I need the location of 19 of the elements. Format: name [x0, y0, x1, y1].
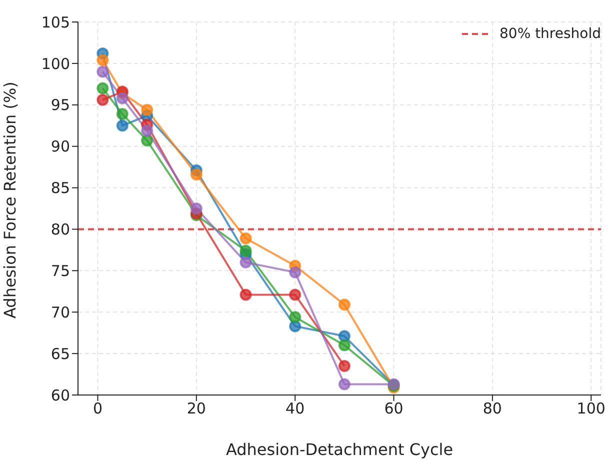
y-axis-title: Adhesion Force Retention (%) — [0, 82, 20, 318]
x-tick-label: 80 — [482, 400, 502, 418]
y-tick-label: 80 — [50, 220, 70, 239]
x-tick-label: 20 — [186, 400, 206, 418]
y-tick-label: 65 — [50, 344, 70, 363]
x-tick-label: 0 — [92, 400, 103, 418]
y-tick-label: 100 — [41, 54, 70, 73]
x-tick-label: 100 — [576, 400, 606, 418]
y-tick-label: 60 — [50, 386, 70, 404]
y-tick-label: 90 — [50, 138, 70, 156]
y-tick-label: 85 — [50, 179, 70, 198]
y-tick-label: 95 — [50, 96, 70, 114]
y-tick-label: 75 — [50, 262, 70, 280]
legend-label: 80% threshold — [500, 26, 601, 42]
x-axis-title: Adhesion-Detachment Cycle — [226, 440, 454, 459]
x-tick-label: 40 — [286, 400, 305, 418]
y-tick-label: 70 — [50, 303, 70, 322]
x-tick-label: 60 — [384, 400, 404, 418]
y-tick-label: 105 — [41, 13, 70, 32]
